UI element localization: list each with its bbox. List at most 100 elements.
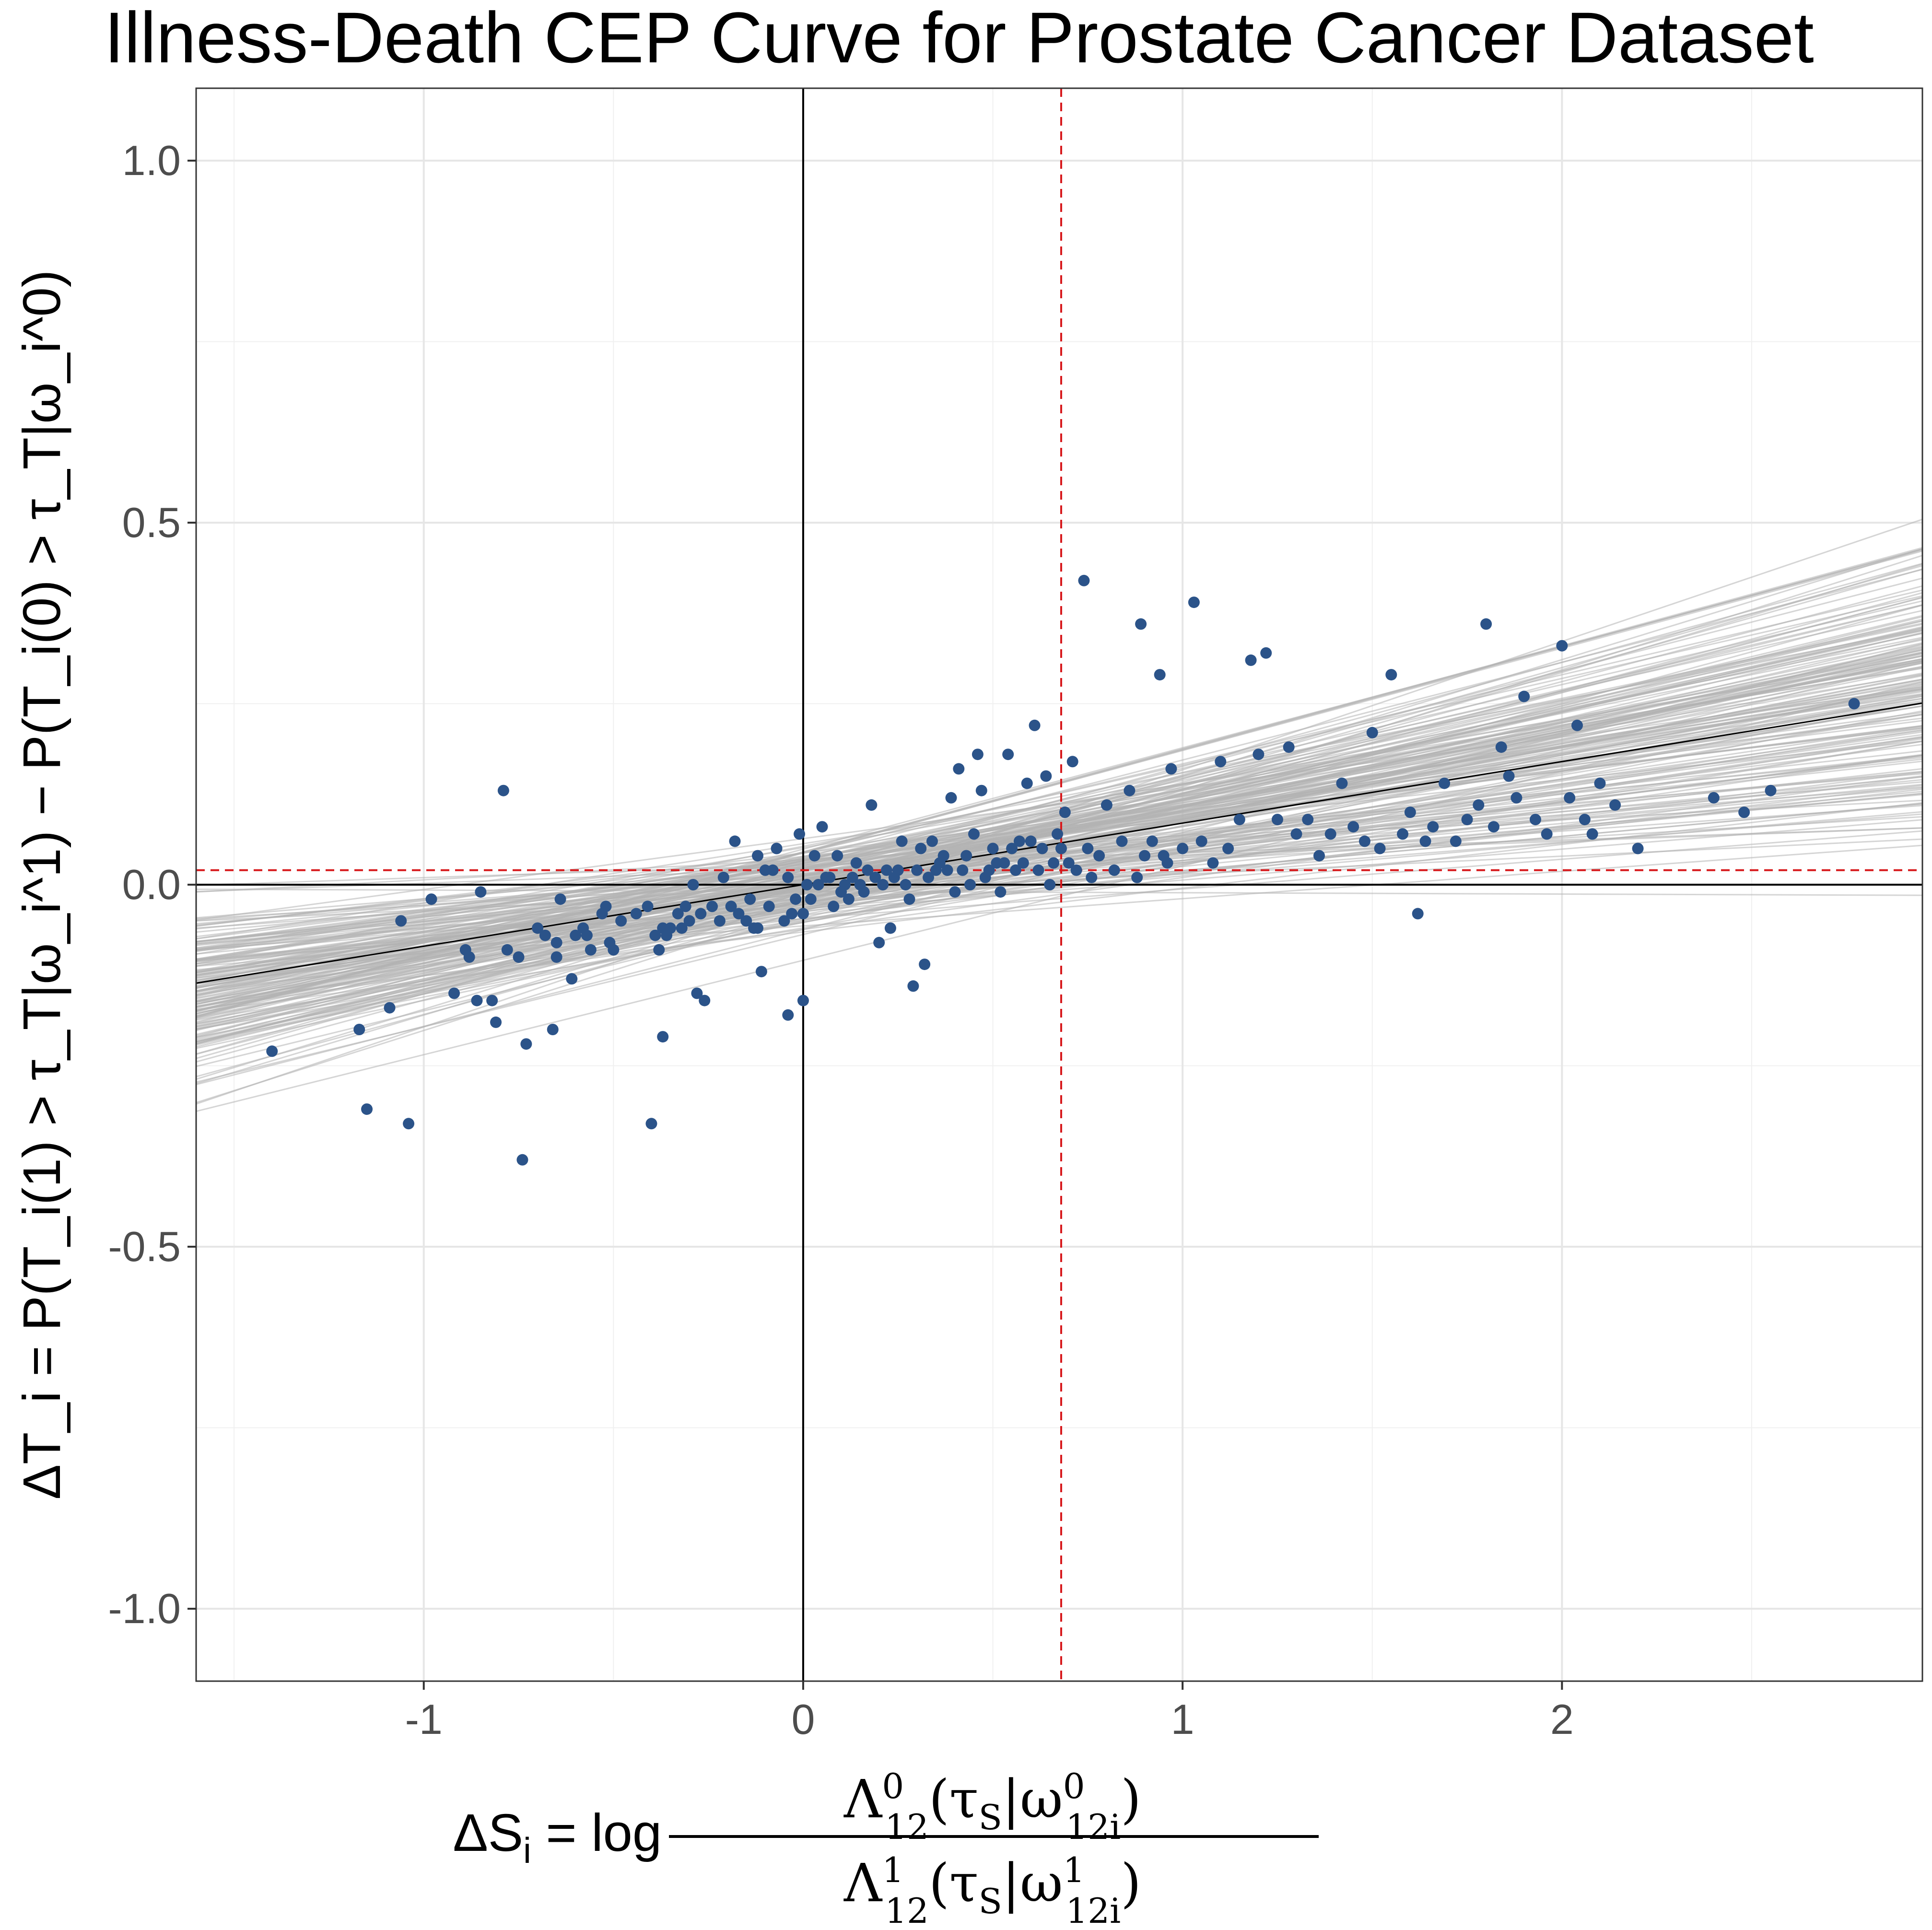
data-point xyxy=(687,879,699,890)
data-point xyxy=(1283,741,1295,753)
x-tick-label: -1 xyxy=(405,1696,443,1743)
data-point xyxy=(384,1002,396,1014)
data-point xyxy=(497,784,509,796)
data-point xyxy=(570,929,582,941)
data-point xyxy=(566,973,578,985)
posterior-line xyxy=(196,632,1923,1011)
data-point xyxy=(911,864,923,876)
data-point xyxy=(903,893,915,905)
posterior-line xyxy=(196,681,1923,1112)
data-point xyxy=(839,879,851,890)
data-point xyxy=(1397,828,1409,840)
data-point xyxy=(1571,719,1583,731)
data-point xyxy=(395,915,407,927)
data-point xyxy=(1586,828,1598,840)
posterior-line xyxy=(196,563,1923,1085)
data-point xyxy=(1101,799,1112,811)
data-point xyxy=(1032,864,1044,876)
data-point xyxy=(1503,770,1515,782)
data-point xyxy=(1124,784,1136,796)
data-point xyxy=(1036,842,1048,854)
data-point xyxy=(539,929,551,941)
y-tick-label: -0.5 xyxy=(108,1223,181,1270)
data-point xyxy=(998,857,1010,869)
data-point xyxy=(1093,850,1105,862)
data-point xyxy=(858,886,870,898)
data-point xyxy=(1161,857,1173,869)
data-point xyxy=(794,828,806,840)
data-point xyxy=(1063,857,1075,869)
data-point xyxy=(1412,908,1424,920)
data-point xyxy=(1518,690,1530,702)
x-tick-label: 0 xyxy=(791,1696,815,1743)
data-point xyxy=(1146,835,1158,847)
data-point xyxy=(862,864,874,876)
data-point xyxy=(881,864,892,876)
data-point xyxy=(1207,857,1219,869)
data-point xyxy=(1233,814,1245,826)
data-point xyxy=(1215,756,1227,768)
posterior-line xyxy=(196,827,1923,886)
data-point xyxy=(740,915,752,927)
data-point xyxy=(915,842,927,854)
data-point xyxy=(532,922,544,934)
data-point xyxy=(520,1038,532,1050)
data-point xyxy=(797,908,809,920)
y-tick-label: 1.0 xyxy=(122,137,181,184)
data-point xyxy=(733,908,745,920)
data-point xyxy=(475,886,487,898)
y-axis-label: ΔT_i = P(T_i(1) > τ_T|ω_i^1) − P(T_i(0) … xyxy=(12,270,71,1500)
posterior-line xyxy=(196,632,1923,1048)
data-point xyxy=(877,879,889,890)
data-point xyxy=(1059,807,1071,818)
data-point xyxy=(1324,828,1336,840)
data-point xyxy=(1006,842,1018,854)
axis-ticks: -1 0 1 2 -1.0 -0.5 0.0 0.5 1.0 xyxy=(108,137,1573,1743)
data-point xyxy=(425,893,437,905)
data-point xyxy=(547,1024,559,1035)
data-point xyxy=(1195,835,1207,847)
data-point xyxy=(1290,828,1302,840)
data-point xyxy=(1738,807,1750,818)
data-point xyxy=(869,871,881,883)
data-point xyxy=(808,850,820,862)
data-point xyxy=(699,994,711,1006)
data-point xyxy=(353,1024,365,1035)
data-point xyxy=(1495,741,1507,753)
data-point xyxy=(1473,799,1485,811)
data-point xyxy=(1450,835,1462,847)
data-point xyxy=(1082,842,1094,854)
data-point xyxy=(975,784,987,796)
posterior-line xyxy=(196,548,1923,1019)
data-point xyxy=(550,936,562,948)
data-point xyxy=(653,944,665,956)
data-point xyxy=(900,879,912,890)
data-point xyxy=(995,886,1007,898)
data-point xyxy=(1245,654,1257,666)
data-point xyxy=(782,1009,794,1021)
data-point xyxy=(1541,828,1553,840)
data-point xyxy=(1139,850,1151,862)
data-point xyxy=(1165,763,1177,775)
data-point xyxy=(907,980,919,992)
data-point xyxy=(581,929,593,941)
data-point xyxy=(1044,879,1056,890)
data-point xyxy=(463,951,475,963)
data-point xyxy=(361,1103,373,1115)
data-point xyxy=(516,1154,528,1166)
data-point xyxy=(1336,777,1348,789)
data-point xyxy=(490,1016,502,1028)
data-point xyxy=(831,850,843,862)
data-point xyxy=(448,987,460,999)
posterior-line xyxy=(196,693,1923,952)
data-point xyxy=(513,951,525,963)
data-point xyxy=(1529,814,1541,826)
x-tick-label: 1 xyxy=(1171,1696,1194,1743)
data-point xyxy=(1002,749,1014,760)
x-axis-label-prefix: ΔSi = log xyxy=(453,1803,662,1871)
data-point xyxy=(964,879,976,890)
y-tick-label: 0.5 xyxy=(122,499,181,546)
data-point xyxy=(1510,792,1522,804)
posterior-line xyxy=(196,658,1923,951)
